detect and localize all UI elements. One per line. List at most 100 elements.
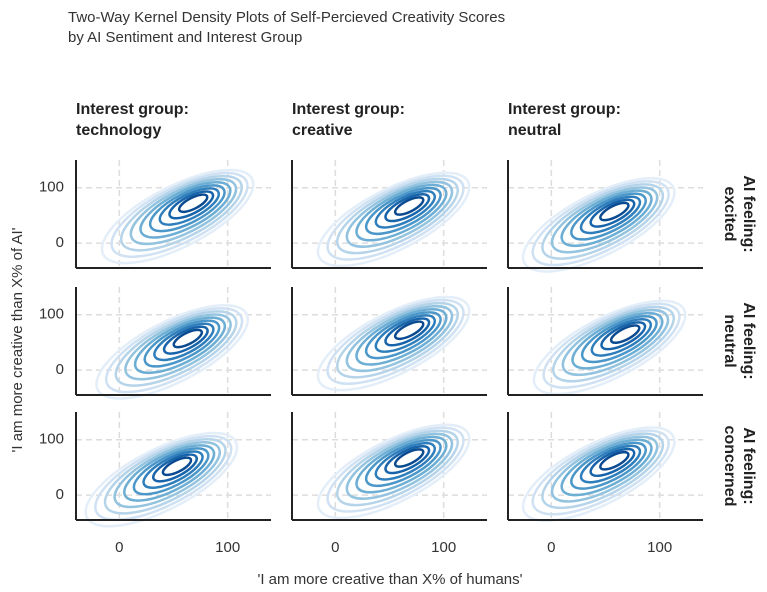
- contour: [550, 186, 659, 254]
- y-tick-label: 0: [56, 486, 64, 503]
- contour: [374, 314, 437, 353]
- contour: [168, 190, 215, 220]
- y-tick-label: 100: [39, 431, 64, 448]
- contour: [335, 429, 459, 507]
- row-title: concerned: [721, 426, 738, 507]
- contour: [600, 321, 647, 351]
- x-tick-label: 100: [431, 539, 456, 556]
- contour: [162, 325, 209, 355]
- contour: [124, 313, 232, 381]
- contour: [355, 308, 448, 366]
- contour: [95, 304, 250, 400]
- contour: [316, 295, 471, 392]
- column-title: Interest group:: [292, 101, 405, 118]
- contour: [129, 177, 238, 246]
- density-contours: [521, 177, 676, 273]
- x-tick-label: 0: [547, 539, 555, 556]
- y-tick-label: 0: [56, 361, 64, 378]
- contour: [384, 317, 431, 347]
- contour: [355, 183, 448, 242]
- density-contours: [100, 168, 255, 265]
- contour: [560, 189, 653, 248]
- contour: [599, 450, 630, 471]
- contour: [541, 432, 665, 510]
- contour: [364, 438, 442, 488]
- column-title: creative: [292, 122, 353, 139]
- contour: [384, 193, 431, 223]
- contour: [152, 453, 199, 483]
- contour: [114, 310, 238, 387]
- contour: [133, 316, 227, 375]
- contour: [570, 441, 647, 490]
- contour: [172, 328, 204, 349]
- y-tick-label: 100: [39, 306, 64, 323]
- contour: [541, 183, 665, 260]
- column-title: Interest group:: [508, 101, 621, 118]
- contour: [345, 432, 454, 500]
- contour: [393, 448, 425, 468]
- contour: [110, 171, 249, 258]
- contour: [384, 445, 431, 475]
- contour: [148, 184, 226, 233]
- contour: [316, 171, 471, 268]
- column-title: Interest group:: [76, 101, 189, 118]
- contour: [119, 174, 243, 252]
- contour: [113, 441, 221, 509]
- contour: [570, 192, 647, 241]
- contour: [589, 198, 636, 228]
- row-title: AI feeling:: [740, 427, 757, 504]
- contour: [142, 450, 204, 489]
- contour: [364, 186, 442, 236]
- x-tick-label: 100: [215, 539, 240, 556]
- contour: [521, 426, 676, 522]
- contour: [326, 298, 465, 385]
- chart-title: Two-Way Kernel Density Plots of Self-Per…: [68, 9, 505, 26]
- contour: [590, 318, 653, 357]
- contour: [345, 180, 454, 248]
- contour: [100, 168, 255, 265]
- contour: [393, 196, 425, 216]
- density-contours: [521, 426, 676, 522]
- contour: [599, 201, 630, 222]
- density-contours: [316, 171, 471, 268]
- contour: [335, 177, 459, 255]
- x-tick-label: 0: [115, 539, 123, 556]
- contour: [364, 311, 442, 360]
- contour: [355, 435, 448, 494]
- contour: [139, 181, 232, 239]
- contour: [542, 302, 681, 389]
- contour: [609, 324, 641, 344]
- contour: [571, 311, 664, 370]
- density-contours: [84, 431, 239, 528]
- contour: [326, 426, 465, 513]
- contour: [161, 456, 193, 477]
- contour: [104, 307, 244, 394]
- contour: [550, 435, 659, 503]
- contour: [532, 299, 687, 396]
- density-contours: [532, 299, 687, 396]
- row-title: AI feeling:: [740, 175, 757, 252]
- contour: [551, 305, 675, 383]
- x-tick-label: 0: [331, 539, 339, 556]
- contour: [94, 434, 233, 522]
- column-title: technology: [76, 122, 161, 139]
- density-contours: [316, 423, 471, 520]
- contour: [531, 429, 670, 516]
- contour: [580, 314, 658, 364]
- x-axis-label: 'I am more creative than X% of humans': [257, 571, 522, 588]
- row-title: neutral: [721, 314, 738, 367]
- contour: [561, 308, 670, 377]
- contour: [393, 320, 425, 341]
- chart-title: by AI Sentiment and Interest Group: [68, 29, 302, 46]
- contour: [132, 447, 210, 496]
- y-tick-label: 0: [56, 234, 64, 251]
- contour: [374, 441, 437, 481]
- y-axis-label: 'I am more creative than X% of AI': [9, 227, 26, 452]
- contour: [143, 319, 221, 368]
- row-title: AI feeling:: [740, 302, 757, 379]
- contour: [153, 322, 215, 362]
- contour: [316, 423, 471, 520]
- contour: [335, 301, 459, 379]
- contour: [326, 174, 465, 261]
